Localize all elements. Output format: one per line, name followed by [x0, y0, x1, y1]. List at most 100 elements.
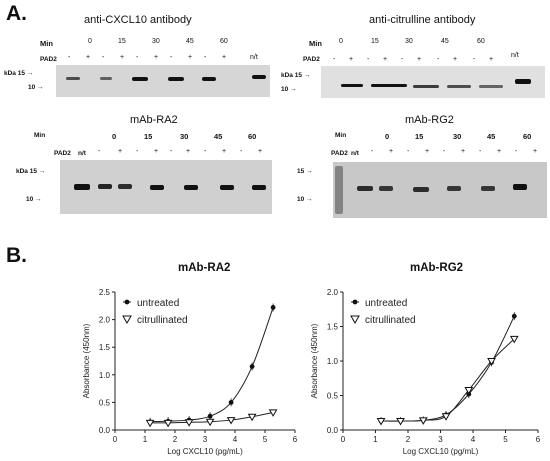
x-tick-label: 3 [438, 435, 443, 444]
minus-sign: - [515, 148, 518, 155]
plus-sign: + [222, 54, 227, 61]
minus-sign: - [333, 56, 336, 63]
minus-sign: - [437, 56, 440, 63]
plus-sign: + [186, 148, 191, 155]
pad2-label: PAD2 [303, 56, 320, 63]
legend-label: untreated [365, 298, 407, 309]
data-point-citrullinated [418, 417, 428, 425]
blot-anti-cxcl10: anti-CXCL10 antibody Min 0 15 30 45 60 P… [0, 0, 275, 110]
panel-a-letter: A. [6, 2, 27, 25]
minus-sign: - [367, 56, 370, 63]
data-point-citrullinated [376, 418, 386, 426]
data-point-citrullinated [464, 386, 474, 395]
x-axis-label: Log CXCL10 (pg/mL) [167, 447, 243, 456]
minus-sign: - [170, 54, 173, 61]
western-blot-image [333, 162, 547, 218]
legend-marker [122, 315, 132, 325]
min-label: Min [34, 132, 46, 139]
data-point-citrullinated [441, 413, 451, 421]
y-tick-label: 1.0 [327, 357, 339, 366]
data-point-citrullinated [184, 419, 194, 427]
plus-sign: + [489, 56, 494, 63]
plus-sign: + [425, 148, 430, 155]
time-label: 60 [220, 38, 228, 45]
kda-label: kDa 15 → [281, 72, 311, 79]
marker-15: 15 → [297, 168, 313, 175]
data-point-citrullinated [163, 419, 173, 428]
nt-label: n/t [250, 54, 258, 61]
plus-sign: + [222, 148, 227, 155]
time-label: 0 [112, 132, 117, 141]
pad2-label: PAD2 [40, 56, 57, 63]
minus-sign: - [473, 56, 476, 63]
blot-title: anti-citrulline antibody [369, 14, 476, 26]
minus-sign: - [136, 148, 139, 155]
data-point-untreated [270, 305, 276, 310]
plus-sign: + [154, 148, 159, 155]
time-label: 60 [477, 38, 485, 45]
blot-title: mAb-RG2 [405, 114, 454, 126]
marker-10: 10 → [297, 196, 313, 203]
time-label: 60 [248, 132, 257, 141]
nt-label: n/t [351, 150, 359, 157]
data-point-citrullinated [487, 358, 496, 366]
time-label: 15 [415, 132, 424, 141]
elisa-charts: 0 1 2 3 4 5 6 0.0 0.5 1.0 1.5 2.0 2.5 Log CXCL10 (pg/… [82, 288, 541, 456]
y-tick-label: 1.5 [99, 343, 111, 352]
data-point-citrullinated [396, 418, 405, 426]
y-tick-label: 0.5 [327, 392, 339, 401]
plus-sign: + [389, 148, 394, 155]
data-point-untreated [207, 413, 213, 419]
minus-sign: - [98, 148, 101, 155]
minus-sign: - [204, 54, 207, 61]
x-tick-label: 3 [203, 435, 208, 444]
chart-title-ra2: mAb-RA2 [178, 262, 231, 274]
data-point-citrullinated [145, 419, 155, 428]
minus-sign: - [204, 148, 207, 155]
data-point-citrullinated [247, 413, 257, 422]
minus-sign: - [102, 54, 105, 61]
y-tick-label: 0.0 [327, 426, 339, 435]
y-tick-label: 2.0 [327, 288, 339, 297]
y-axis-label: Absorbance (450nm) [310, 323, 319, 398]
x-tick-label: 2 [173, 435, 178, 444]
x-tick-label: 5 [503, 435, 508, 444]
blot-title: mAb-RA2 [130, 114, 178, 126]
x-tick-label: 5 [263, 435, 268, 444]
y-tick-label: 2.0 [99, 316, 111, 325]
min-label: Min [40, 39, 53, 48]
minus-sign: - [170, 148, 173, 155]
minus-sign: - [479, 148, 482, 155]
minus-sign: - [401, 56, 404, 63]
minus-sign: - [443, 148, 446, 155]
data-point-citrullinated [509, 335, 519, 344]
minus-sign: - [68, 54, 71, 61]
x-tick-label: 0 [113, 435, 118, 444]
legend-label: citrullinated [137, 315, 188, 326]
x-axis-label: Log CXCL10 (pg/mL) [403, 447, 479, 456]
time-label: 15 [118, 38, 126, 45]
time-label: 0 [339, 38, 343, 45]
time-label: 30 [405, 38, 413, 45]
y-axis-label: Absorbance (450nm) [82, 323, 91, 398]
y-tick-label: 0.0 [99, 426, 111, 435]
minus-sign: - [240, 148, 243, 155]
blot-mab-rg2: mAb-RG2 Min 0 15 30 45 60 PAD2 n/t - + -… [275, 110, 550, 220]
plus-sign: + [533, 148, 538, 155]
western-blot-image [56, 65, 270, 97]
plus-sign: + [383, 56, 388, 63]
x-tick-label: 4 [233, 435, 238, 444]
data-point-untreated [511, 313, 517, 319]
time-label: 45 [441, 38, 449, 45]
y-tick-label: 2.5 [99, 288, 111, 297]
plus-sign: + [154, 54, 159, 61]
time-label: 30 [180, 132, 189, 141]
western-blot-image [321, 66, 545, 98]
kda-label: kDa 15 → [16, 168, 46, 175]
kda-label: kDa 15 → [4, 70, 34, 77]
blot-title: anti-CXCL10 antibody [84, 14, 192, 26]
legend-marker [352, 299, 358, 305]
blot-anti-citrulline: anti-citrulline antibody Min 0 15 30 45 … [275, 0, 550, 110]
plus-sign: + [453, 56, 458, 63]
legend-marker [350, 315, 360, 325]
